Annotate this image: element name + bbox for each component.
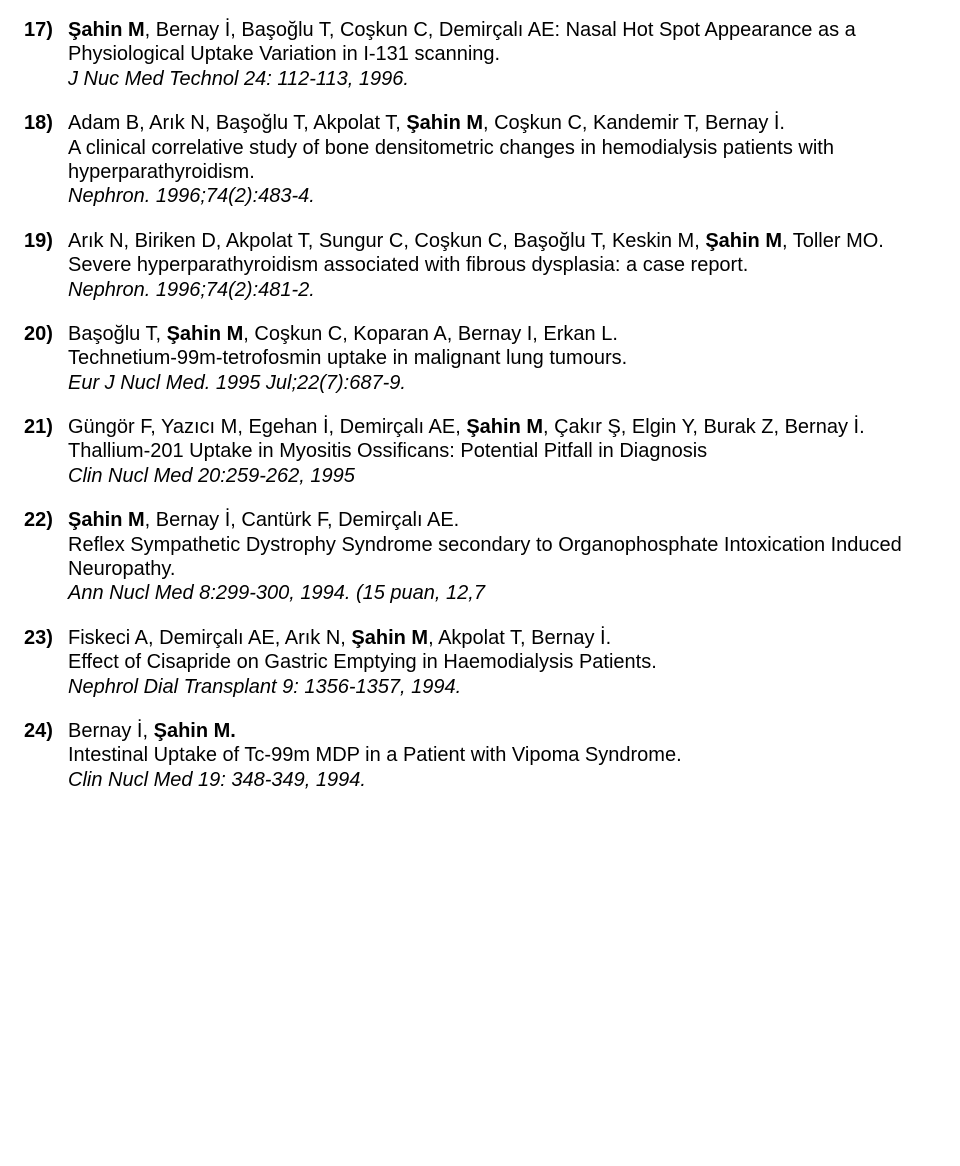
reference-authors: Başoğlu T, Şahin M, Coşkun C, Koparan A,… [68,322,936,346]
reference-title: Severe hyperparathyroidism associated wi… [68,253,936,277]
reference-entry: 23)Fiskeci A, Demirçalı AE, Arık N, Şahi… [24,626,936,699]
reference-content: Güngör F, Yazıcı M, Egehan İ, Demirçalı … [68,415,936,488]
reference-number: 24) [24,719,68,792]
reference-number: 23) [24,626,68,699]
reference-journal: Ann Nucl Med 8:299-300, 1994. (15 puan, … [68,581,936,605]
reference-title: Thallium-201 Uptake in Myositis Ossifica… [68,439,936,463]
reference-entry: 21)Güngör F, Yazıcı M, Egehan İ, Demirça… [24,415,936,488]
reference-authors: Fiskeci A, Demirçalı AE, Arık N, Şahin M… [68,626,936,650]
reference-content: Başoğlu T, Şahin M, Coşkun C, Koparan A,… [68,322,936,395]
reference-journal: Nephrol Dial Transplant 9: 1356-1357, 19… [68,675,936,699]
reference-content: Şahin M, Bernay İ, Cantürk F, Demirçalı … [68,508,936,606]
reference-journal: Nephron. 1996;74(2):483-4. [68,184,936,208]
reference-title: Effect of Cisapride on Gastric Emptying … [68,650,936,674]
reference-number: 19) [24,229,68,302]
reference-number: 22) [24,508,68,606]
reference-entry: 17)Şahin M, Bernay İ, Başoğlu T, Coşkun … [24,18,936,91]
reference-journal: J Nuc Med Technol 24: 112-113, 1996. [68,67,936,91]
reference-journal: Clin Nucl Med 20:259-262, 1995 [68,464,936,488]
reference-content: Adam B, Arık N, Başoğlu T, Akpolat T, Şa… [68,111,936,209]
reference-content: Şahin M, Bernay İ, Başoğlu T, Coşkun C, … [68,18,936,91]
reference-number: 18) [24,111,68,209]
reference-authors: Arık N, Biriken D, Akpolat T, Sungur C, … [68,229,936,253]
reference-authors: Adam B, Arık N, Başoğlu T, Akpolat T, Şa… [68,111,936,135]
reference-entry: 18)Adam B, Arık N, Başoğlu T, Akpolat T,… [24,111,936,209]
reference-number: 17) [24,18,68,91]
reference-authors: Şahin M, Bernay İ, Başoğlu T, Coşkun C, … [68,18,936,67]
reference-content: Fiskeci A, Demirçalı AE, Arık N, Şahin M… [68,626,936,699]
reference-title: A clinical correlative study of bone den… [68,136,936,185]
reference-content: Bernay İ, Şahin M.Intestinal Uptake of T… [68,719,936,792]
reference-title: Intestinal Uptake of Tc-99m MDP in a Pat… [68,743,936,767]
reference-title: Technetium-99m-tetrofosmin uptake in mal… [68,346,936,370]
reference-number: 20) [24,322,68,395]
reference-title: Reflex Sympathetic Dystrophy Syndrome se… [68,533,936,582]
reference-number: 21) [24,415,68,488]
reference-entry: 24)Bernay İ, Şahin M.Intestinal Uptake o… [24,719,936,792]
reference-journal: Eur J Nucl Med. 1995 Jul;22(7):687-9. [68,371,936,395]
reference-journal: Nephron. 1996;74(2):481-2. [68,278,936,302]
reference-journal: Clin Nucl Med 19: 348-349, 1994. [68,768,936,792]
reference-list: 17)Şahin M, Bernay İ, Başoğlu T, Coşkun … [24,18,936,792]
reference-authors: Güngör F, Yazıcı M, Egehan İ, Demirçalı … [68,415,936,439]
reference-entry: 22)Şahin M, Bernay İ, Cantürk F, Demirça… [24,508,936,606]
reference-content: Arık N, Biriken D, Akpolat T, Sungur C, … [68,229,936,302]
reference-authors: Şahin M, Bernay İ, Cantürk F, Demirçalı … [68,508,936,532]
reference-entry: 20)Başoğlu T, Şahin M, Coşkun C, Koparan… [24,322,936,395]
reference-entry: 19)Arık N, Biriken D, Akpolat T, Sungur … [24,229,936,302]
reference-authors: Bernay İ, Şahin M. [68,719,936,743]
